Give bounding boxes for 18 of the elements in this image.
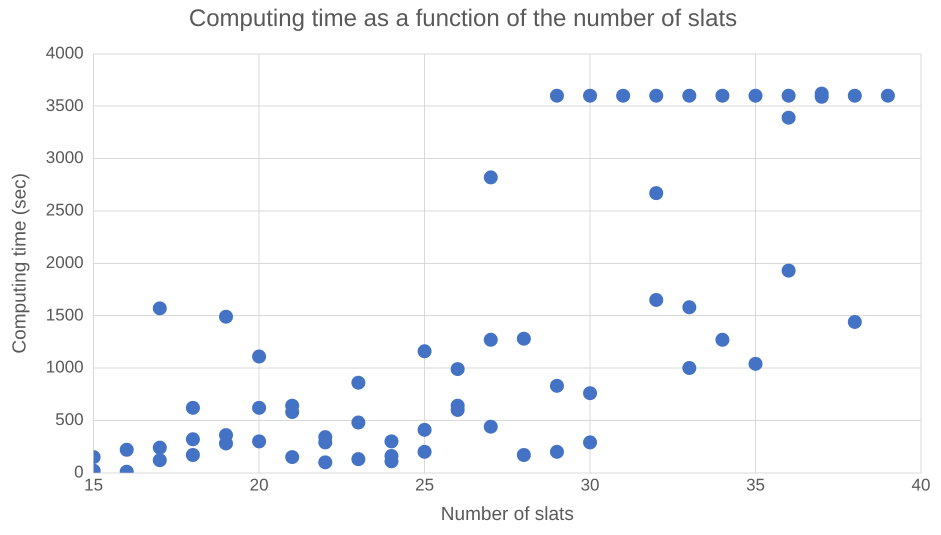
y-tick-label: 1000 <box>46 358 84 377</box>
y-tick-label: 4000 <box>46 43 84 62</box>
y-tick-label: 2000 <box>46 252 84 272</box>
y-tick-label: 3000 <box>46 148 84 168</box>
x-tick-label: 35 <box>746 476 765 495</box>
x-tick-label: 20 <box>250 476 269 495</box>
x-tick-label: 25 <box>415 476 434 495</box>
y-tick-label: 0 <box>74 462 84 482</box>
chart-title: Computing time as a function of the number of slats <box>188 5 738 32</box>
x-tick-label: 30 <box>580 476 600 495</box>
y-tick-label: 1500 <box>46 305 84 324</box>
y-axis-title: Computing time (sec) <box>10 173 31 354</box>
y-tick-label: 2500 <box>46 200 84 220</box>
y-tick-label: 3500 <box>46 96 84 115</box>
x-tick-label: 40 <box>912 476 930 495</box>
y-tick-label: 500 <box>55 410 84 430</box>
x-tick-label: 15 <box>84 476 104 495</box>
x-axis-title: Number of slats <box>440 504 574 525</box>
